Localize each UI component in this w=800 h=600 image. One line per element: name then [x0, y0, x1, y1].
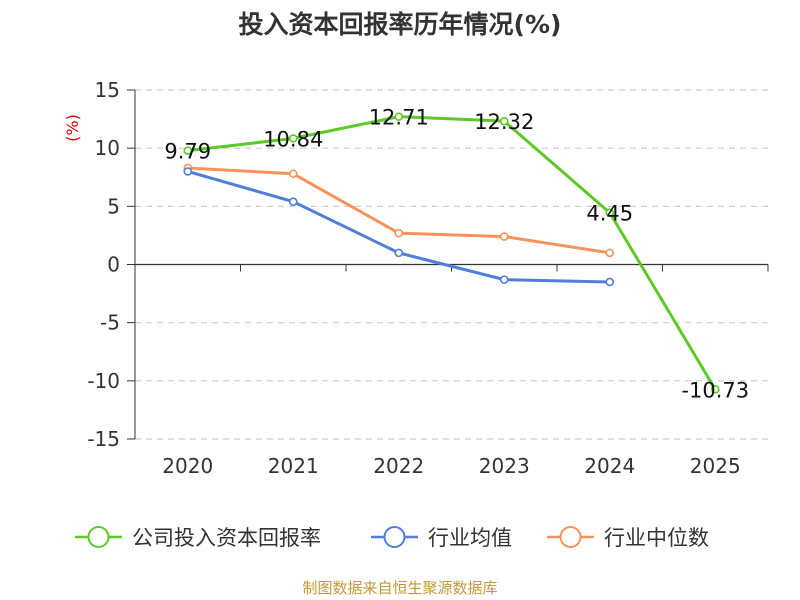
legend[interactable]: 公司投入资本回报率 行业均值 行业中位数	[75, 526, 709, 550]
data-point	[710, 385, 720, 394]
legend-item-1[interactable]: 行业均值	[371, 526, 512, 550]
legend-label: 公司投入资本回报率	[132, 526, 321, 550]
data-point	[499, 232, 509, 241]
y-tick-label: -5	[100, 311, 120, 335]
y-tick-label: 0	[107, 253, 120, 277]
data-labels: 9.79 10.84 12.71 12.32 4.45 -10.73	[164, 106, 749, 403]
data-label: 9.79	[164, 140, 211, 164]
series-1	[183, 167, 615, 287]
series-lines	[183, 112, 720, 394]
y-tick-label: 15	[95, 78, 120, 102]
data-point	[288, 197, 298, 206]
data-point	[605, 248, 615, 258]
data-label: 10.84	[263, 127, 323, 151]
series-0	[183, 112, 720, 394]
data-point	[183, 146, 193, 155]
legend-label: 行业中位数	[604, 526, 709, 550]
y-tick-label: -10	[87, 369, 120, 393]
axes: 15 10 5 0 -5 -10 -15 2020 2021 2022 2023 2024 2025	[87, 78, 769, 478]
legend-swatch-marker	[559, 526, 582, 548]
data-label: -10.73	[681, 378, 749, 402]
data-point	[394, 112, 404, 121]
series-2	[183, 163, 615, 258]
legend-swatch-marker	[87, 526, 110, 548]
data-label: 4.45	[586, 202, 633, 226]
data-point	[288, 134, 298, 143]
chart-title: 投入资本回报率历年情况(%)	[239, 10, 562, 39]
series-line	[187, 166, 610, 255]
y-tick-label: 10	[95, 136, 120, 160]
x-tick-label: 2020	[162, 454, 213, 478]
legend-label: 行业均值	[428, 526, 512, 550]
y-axis-unit-label: (%)	[63, 114, 82, 142]
x-tick-label: 2025	[690, 454, 741, 478]
data-point	[605, 208, 615, 218]
x-tick-label: 2021	[268, 454, 319, 478]
data-point	[394, 228, 404, 238]
data-point	[605, 277, 615, 287]
x-tick-label: 2023	[479, 454, 530, 478]
data-point	[394, 248, 404, 258]
x-tick-label: 2022	[373, 454, 424, 478]
legend-item-0[interactable]: 公司投入资本回报率	[75, 526, 321, 550]
data-point	[183, 167, 193, 176]
series-line	[187, 169, 610, 284]
legend-item-2[interactable]: 行业中位数	[547, 526, 709, 550]
y-tick-label: -15	[87, 427, 120, 451]
series-line	[187, 115, 717, 391]
source-note: 制图数据来自恒生聚源数据库	[302, 579, 497, 597]
data-label: 12.71	[369, 106, 429, 130]
y-tick-label: 5	[107, 194, 120, 218]
data-point	[288, 169, 298, 179]
data-label: 12.32	[474, 110, 534, 134]
x-tick-label: 2024	[584, 454, 635, 478]
data-point	[499, 116, 509, 126]
data-point	[499, 275, 509, 284]
legend-swatch-marker	[383, 526, 406, 548]
